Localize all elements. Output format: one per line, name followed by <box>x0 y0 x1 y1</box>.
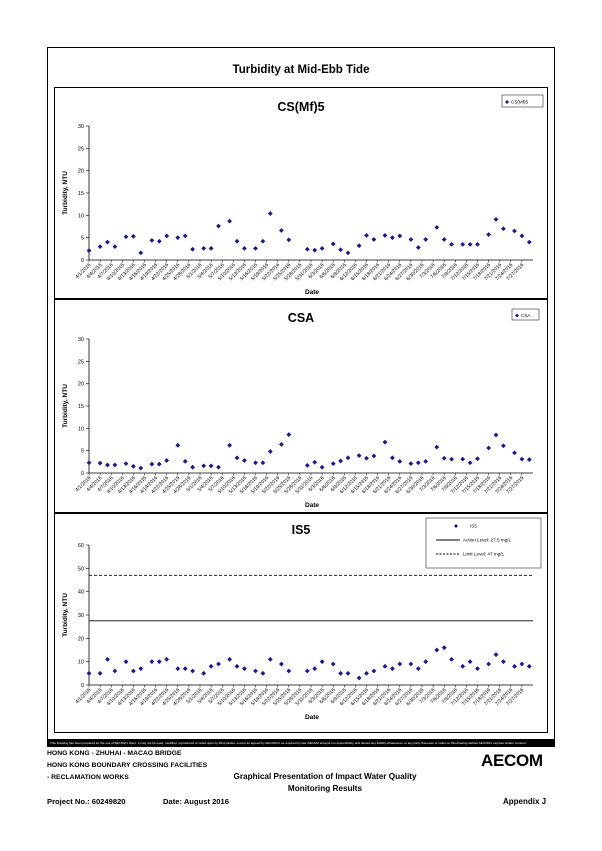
footer-date: Date: August 2016 <box>163 797 229 806</box>
footer-title-line1: Graphical Presentation of Impact Water Q… <box>233 772 417 781</box>
footer-project-line2: HONG KONG BOUNDARY CROSSING FACILITIES <box>47 762 208 769</box>
chart-3-title: IS5 <box>291 523 311 537</box>
chart-1-title: CS(Mf)5 <box>277 100 325 114</box>
page-frame <box>47 47 555 743</box>
panel-2 <box>54 299 548 513</box>
aecom-logo: AECOM <box>481 751 543 770</box>
footer-title-line2: Monitoring Results <box>287 784 363 793</box>
panel-3 <box>54 513 548 733</box>
chart-2-title: CSA <box>287 311 315 325</box>
panel-1 <box>54 87 548 299</box>
footer-project-line3: - RECLAMATION WORKS <box>47 774 129 781</box>
footer-appendix: Appendix J <box>503 797 547 806</box>
footer-project-line1: HONG KONG - ZHUHAI - MACAO BRIDGE <box>47 750 182 757</box>
footer-project-number: Project No.: 60249820 <box>47 797 126 806</box>
disclaimer-bar: This Drawing has been prepared for the u… <box>47 739 555 747</box>
page-title: Turbidity at Mid-Ebb Tide <box>232 64 370 76</box>
